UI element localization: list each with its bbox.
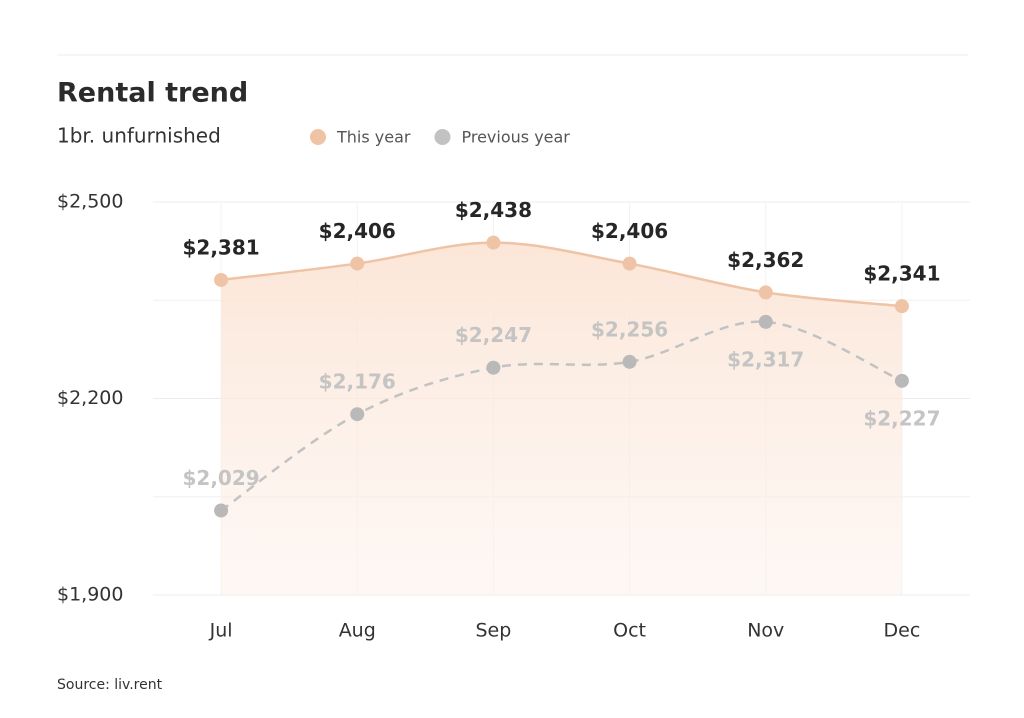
value-label: $2,381 bbox=[182, 235, 259, 259]
value-label: $2,362 bbox=[727, 248, 804, 272]
legend-marker bbox=[310, 129, 326, 145]
value-label: $2,256 bbox=[591, 317, 668, 341]
x-tick-label: Dec bbox=[884, 620, 921, 642]
value-label: $2,438 bbox=[455, 198, 532, 222]
chart-title: Rental trend bbox=[57, 78, 248, 109]
value-label: $2,341 bbox=[863, 262, 940, 286]
legend-label: Previous year bbox=[461, 128, 570, 147]
legend-label: This year bbox=[336, 128, 411, 147]
point bbox=[350, 407, 365, 422]
point bbox=[894, 299, 909, 314]
x-tick-label: Oct bbox=[613, 620, 646, 642]
value-label: $2,406 bbox=[319, 219, 396, 243]
point bbox=[622, 354, 637, 369]
line bbox=[220, 320, 903, 512]
chart-subtitle: 1br. unfurnished bbox=[57, 124, 221, 148]
x-tick-label: Sep bbox=[476, 620, 512, 642]
value-label: $2,317 bbox=[727, 347, 804, 371]
value-label: $2,406 bbox=[591, 219, 668, 243]
point bbox=[486, 235, 501, 250]
point bbox=[622, 256, 637, 271]
value-label: $2,227 bbox=[863, 406, 940, 430]
point bbox=[350, 256, 365, 271]
point bbox=[214, 272, 229, 287]
area bbox=[221, 242, 902, 596]
line bbox=[220, 241, 903, 308]
source-note: Source: liv.rent bbox=[57, 677, 163, 693]
point bbox=[894, 373, 909, 388]
value-label: $2,176 bbox=[319, 370, 396, 394]
y-tick-label: $2,200 bbox=[57, 387, 123, 409]
point bbox=[758, 285, 773, 300]
x-tick-label: Jul bbox=[209, 620, 233, 642]
point bbox=[486, 360, 501, 375]
point bbox=[214, 503, 229, 518]
value-label: $2,247 bbox=[455, 323, 532, 347]
y-tick-label: $1,900 bbox=[57, 584, 123, 606]
x-tick-label: Aug bbox=[339, 620, 376, 642]
x-tick-label: Nov bbox=[747, 620, 784, 642]
point bbox=[758, 314, 773, 329]
value-label: $2,029 bbox=[182, 466, 259, 490]
legend-marker bbox=[434, 129, 451, 145]
y-tick-label: $2,500 bbox=[57, 191, 123, 213]
